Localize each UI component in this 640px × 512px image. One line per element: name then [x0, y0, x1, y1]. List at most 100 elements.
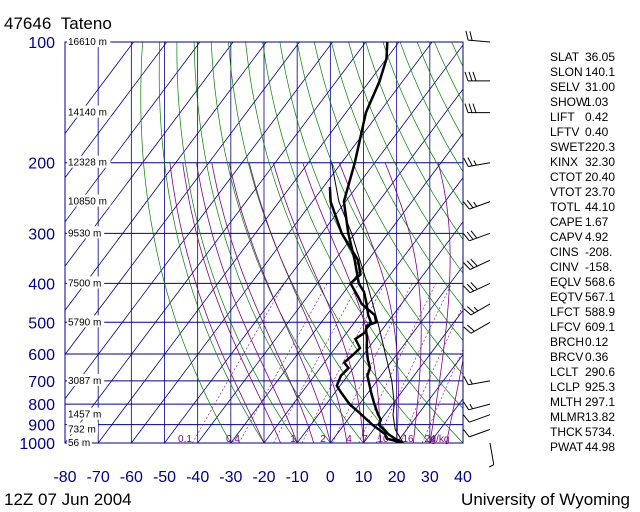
- index-row: LIFT 0.42: [550, 110, 635, 125]
- index-row: SHOW 1.03: [550, 95, 635, 110]
- height-label-bg: [67, 436, 92, 448]
- wind-barb-half-flag: [469, 404, 474, 410]
- wind-barb-flag: [466, 324, 475, 332]
- index-row: SLON 140.1: [550, 65, 635, 80]
- index-name: SELV: [550, 80, 580, 94]
- wind-barb-flag: [463, 326, 472, 334]
- wind-barb-half-flag: [473, 306, 479, 312]
- height-label-bg: [67, 226, 105, 239]
- moist-adiabat: [302, 162, 381, 443]
- isotherm-line: [363, 309, 463, 443]
- moist-adiabat: [429, 162, 451, 443]
- wind-barb: [463, 230, 491, 242]
- parcel-profile-line: [331, 162, 404, 443]
- height-label-bg: [67, 315, 105, 328]
- index-row: PWAT 44.98: [550, 440, 635, 455]
- index-row: CAPV 4.92: [550, 230, 635, 245]
- temperature-tick-label: -70: [87, 469, 110, 486]
- index-value: 20.40: [585, 170, 616, 184]
- index-row: LCLP 925.3: [550, 380, 635, 395]
- isotherm-line: [65, 42, 300, 356]
- moist-adiabat: [446, 357, 463, 443]
- mixing-ratio-line: [301, 283, 385, 443]
- height-label: 7500 m: [68, 278, 101, 289]
- index-value: 0.12: [585, 335, 609, 349]
- index-name: LCLT: [550, 365, 579, 379]
- wind-barb: [463, 157, 491, 167]
- mixing-ratio-line: [332, 283, 413, 443]
- dry-adiabat: [193, 42, 331, 443]
- index-value: 925.3: [585, 380, 616, 394]
- wind-barb: [463, 199, 491, 210]
- index-row: EQLV 568.6: [550, 275, 635, 290]
- wind-barb-staff: [470, 303, 491, 316]
- index-name: CAPV: [550, 230, 583, 244]
- wind-barb-half-flag: [473, 201, 478, 207]
- index-row: KINX 32.30: [550, 155, 635, 170]
- index-row: MLTH 297.1: [550, 395, 635, 410]
- index-row: TOTL 44.10: [550, 200, 635, 215]
- index-row: BRCH 0.12: [550, 335, 635, 350]
- index-name: SHOW: [550, 95, 588, 109]
- height-label: 16610 m: [68, 37, 107, 48]
- wind-barb-flag: [466, 306, 475, 314]
- moist-adiabat: [211, 162, 315, 443]
- mixing-ratio-label: 0.4: [226, 434, 240, 445]
- index-value: 297.1: [585, 395, 616, 409]
- pressure-tick-label: 1000: [19, 436, 55, 453]
- index-value: -208.: [585, 245, 613, 259]
- index-row: LFCV 609.1: [550, 320, 635, 335]
- index-name: MLMR: [550, 410, 586, 424]
- station-title: 47646 Tateno: [4, 14, 112, 34]
- wind-barb-flag: [466, 283, 475, 292]
- index-name: TOTL: [550, 200, 581, 214]
- wind-barb-staff: [469, 428, 491, 438]
- index-value: 5734.: [585, 425, 616, 439]
- observation-time: 12Z 07 Jun 2004: [4, 490, 132, 509]
- wind-barb: [464, 103, 490, 114]
- index-value: 0.40: [585, 125, 609, 139]
- wind-barb-flag: [463, 376, 469, 385]
- stability-indices: SLAT 36.05 SLON 140.1 SELV 31.00 SHOW 1.03 LIFT 0…: [550, 50, 635, 455]
- index-row: LFCT 588.9: [550, 305, 635, 320]
- index-name: MLTH: [550, 395, 582, 409]
- wind-barb-staff: [489, 442, 495, 465]
- isotherm-line: [396, 353, 463, 443]
- pressure-tick-label: 700: [28, 374, 55, 391]
- wind-barb-flag: [466, 199, 474, 209]
- wind-barb-flag: [464, 71, 469, 82]
- wind-barb-flag: [467, 157, 473, 167]
- temperature-tick-label: 30: [421, 469, 439, 486]
- index-value: 44.98: [585, 440, 616, 454]
- dry-adiabat: [176, 42, 298, 443]
- moist-adiabat: [196, 162, 298, 443]
- wind-barb-flag: [470, 282, 478, 290]
- isotherm-line: [263, 176, 463, 443]
- pressure-tick-label: 500: [28, 315, 55, 332]
- pressure-tick-label: 200: [28, 156, 55, 173]
- wind-barb-staff: [470, 321, 491, 334]
- dry-adiabat: [365, 42, 463, 241]
- temperature-tick-label: -20: [252, 469, 275, 486]
- height-label: 12328 m: [68, 158, 107, 169]
- moist-adiabat: [169, 162, 265, 443]
- wind-barb: [465, 30, 491, 43]
- index-value: 36.05: [585, 50, 616, 64]
- mixing-ratio-label: 2: [320, 434, 326, 445]
- height-label-bg: [67, 373, 105, 386]
- wind-barb-flag: [468, 71, 473, 82]
- index-name: EQTV: [550, 290, 583, 304]
- isotherm-line: [65, 42, 234, 267]
- index-value: 0.36: [585, 350, 609, 364]
- height-label-bg: [67, 407, 105, 420]
- dry-adiabat: [140, 42, 232, 443]
- index-name: CINS: [550, 245, 579, 259]
- index-name: SLAT: [550, 50, 580, 64]
- mixing-ratio-line: [273, 283, 359, 443]
- index-name: KINX: [550, 155, 579, 169]
- wind-barb-staff: [469, 232, 491, 242]
- isotherm-line: [65, 42, 367, 443]
- index-value: 0.42: [585, 110, 609, 124]
- mixing-ratio-line: [400, 304, 463, 443]
- temperature-tick-label: 10: [355, 469, 373, 486]
